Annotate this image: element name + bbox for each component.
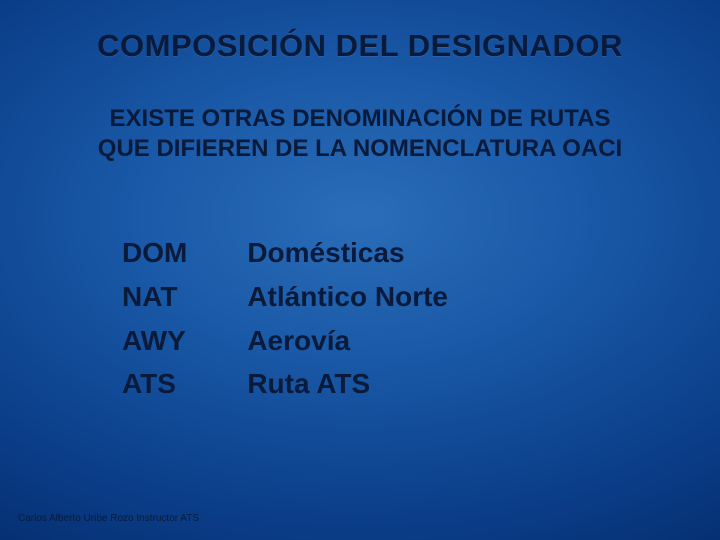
code-item: ATS — [122, 365, 187, 403]
content-columns: DOM NAT AWY ATS Domésticas Atlántico Nor… — [32, 234, 688, 403]
desc-item: Atlántico Norte — [247, 278, 448, 316]
subtitle-line-2: QUE DIFIEREN DE LA NOMENCLATURA OACI — [42, 134, 678, 164]
desc-item: Ruta ATS — [247, 365, 448, 403]
codes-column: DOM NAT AWY ATS — [122, 234, 187, 403]
descriptions-column: Domésticas Atlántico Norte Aerovía Ruta … — [247, 234, 448, 403]
slide-subtitle: EXISTE OTRAS DENOMINACIÓN DE RUTAS QUE D… — [42, 104, 678, 164]
slide: COMPOSICIÓN DEL DESIGNADOR EXISTE OTRAS … — [0, 0, 720, 540]
footer-credit: Carlos Alberto Uribe Rozo Instructor ATS — [18, 513, 199, 524]
code-item: AWY — [122, 322, 187, 360]
slide-title: COMPOSICIÓN DEL DESIGNADOR — [32, 28, 688, 64]
desc-item: Aerovía — [247, 322, 448, 360]
code-item: NAT — [122, 278, 187, 316]
desc-item: Domésticas — [247, 234, 448, 272]
subtitle-line-1: EXISTE OTRAS DENOMINACIÓN DE RUTAS — [42, 104, 678, 134]
code-item: DOM — [122, 234, 187, 272]
